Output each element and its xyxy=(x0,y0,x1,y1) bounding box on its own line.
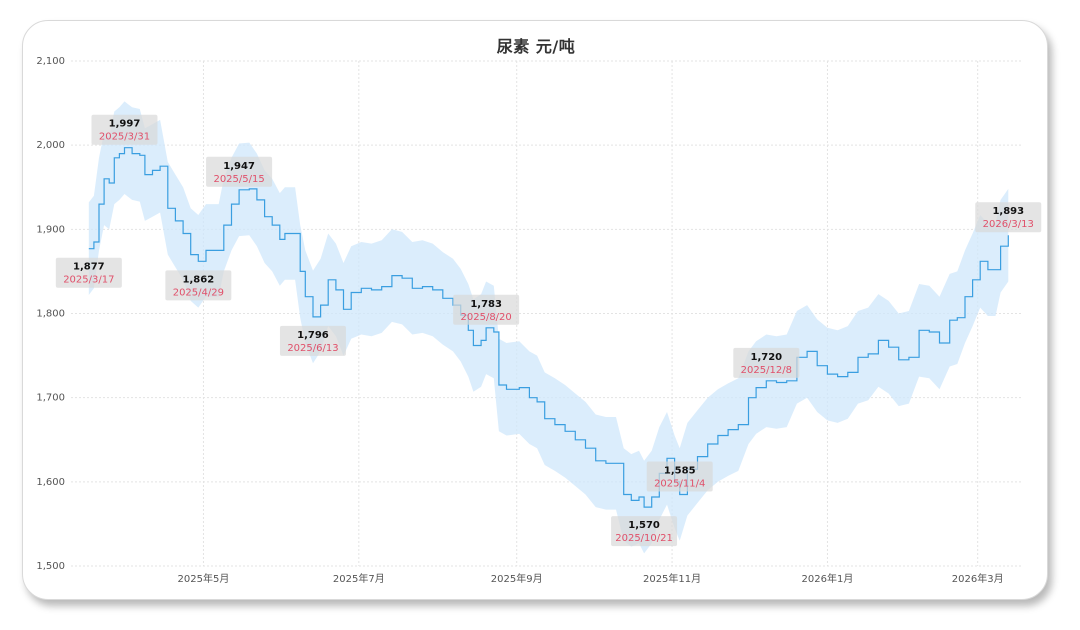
annotation-value: 1,862 xyxy=(183,274,215,285)
annotation-label: 1,720 2025/12/8 xyxy=(733,347,800,378)
annotation-value: 1,893 xyxy=(992,206,1024,217)
annotation-value: 1,585 xyxy=(664,465,696,476)
annotation-date: 2026/3/13 xyxy=(983,219,1034,230)
annotation-box xyxy=(165,270,232,301)
y-tick-label: 1,600 xyxy=(36,477,65,488)
y-axis: 1,500 1,600 1,700 1,800 1,900 2,000 2,100 xyxy=(36,56,65,572)
x-tick-label: 2025年5月 xyxy=(178,572,230,585)
annotation-date: 2025/6/13 xyxy=(287,343,338,354)
y-tick-label: 1,800 xyxy=(36,309,65,320)
annotation-label: 1,877 2025/3/17 xyxy=(55,257,122,288)
annotation-date: 2025/11/4 xyxy=(654,478,705,489)
chart-card: 尿素 元/吨 1,500 1,600 1,700 1,800 1,900 2,000 2,1… xyxy=(22,20,1048,600)
annotation-label: 1,862 2025/4/29 xyxy=(165,270,232,301)
annotation-value: 1,796 xyxy=(297,330,329,341)
annotation-value: 1,947 xyxy=(223,161,255,172)
data-annotations: 1,877 2025/3/17 1,997 2025/3/31 1,862 2025/4/… xyxy=(55,114,1042,547)
annotation-label: 1,893 2026/3/13 xyxy=(975,202,1042,233)
annotation-date: 2025/12/8 xyxy=(741,365,792,376)
x-tick-label: 2026年1月 xyxy=(802,572,854,585)
annotation-value: 1,877 xyxy=(73,262,105,273)
range-band xyxy=(88,101,1009,554)
series-line xyxy=(88,147,1009,508)
annotation-date: 2025/5/15 xyxy=(213,174,264,185)
x-tick-label: 2025年9月 xyxy=(491,572,543,585)
annotation-box xyxy=(206,156,273,187)
annotation-date: 2025/10/21 xyxy=(615,533,673,544)
chart-title: 尿素 元/吨 xyxy=(496,37,576,56)
y-tick-label: 1,700 xyxy=(36,393,65,404)
annotation-date: 2025/3/31 xyxy=(99,132,150,143)
annotation-box xyxy=(91,114,158,145)
annotation-box xyxy=(611,516,678,547)
annotation-box xyxy=(733,347,800,378)
annotation-value: 1,997 xyxy=(109,119,141,130)
x-tick-label: 2025年7月 xyxy=(333,572,385,585)
annotation-value: 1,570 xyxy=(628,520,660,531)
annotation-date: 2025/4/29 xyxy=(173,287,224,298)
x-tick-label: 2025年11月 xyxy=(643,572,701,585)
line-chart: 1,500 1,600 1,700 1,800 1,900 2,000 2,100 2025… xyxy=(36,56,1042,585)
y-tick-label: 2,100 xyxy=(36,56,65,67)
annotation-label: 1,947 2025/5/15 xyxy=(206,156,273,187)
annotation-box xyxy=(453,294,520,325)
annotation-label: 1,570 2025/10/21 xyxy=(611,516,678,547)
annotation-label: 1,585 2025/11/4 xyxy=(646,461,713,492)
series-line-path xyxy=(88,147,1009,508)
y-tick-label: 1,500 xyxy=(36,561,65,572)
y-tick-label: 2,000 xyxy=(36,140,65,151)
annotation-value: 1,720 xyxy=(750,352,782,363)
y-tick-label: 1,900 xyxy=(36,224,65,235)
annotation-label: 1,783 2025/8/20 xyxy=(453,294,520,325)
annotation-box xyxy=(975,202,1042,233)
annotation-label: 1,997 2025/3/31 xyxy=(91,114,158,145)
annotation-box xyxy=(646,461,713,492)
annotation-date: 2025/8/20 xyxy=(461,312,512,323)
x-tick-label: 2026年3月 xyxy=(952,572,1004,585)
annotation-box xyxy=(55,257,122,288)
x-axis: 2025年5月 2025年7月 2025年9月 2025年11月 2026年1月 2026… xyxy=(178,572,1004,585)
annotation-box xyxy=(279,325,346,356)
annotation-date: 2025/3/17 xyxy=(63,275,114,286)
range-band-area xyxy=(88,101,1009,554)
annotation-value: 1,783 xyxy=(470,299,502,310)
annotation-label: 1,796 2025/6/13 xyxy=(279,325,346,356)
